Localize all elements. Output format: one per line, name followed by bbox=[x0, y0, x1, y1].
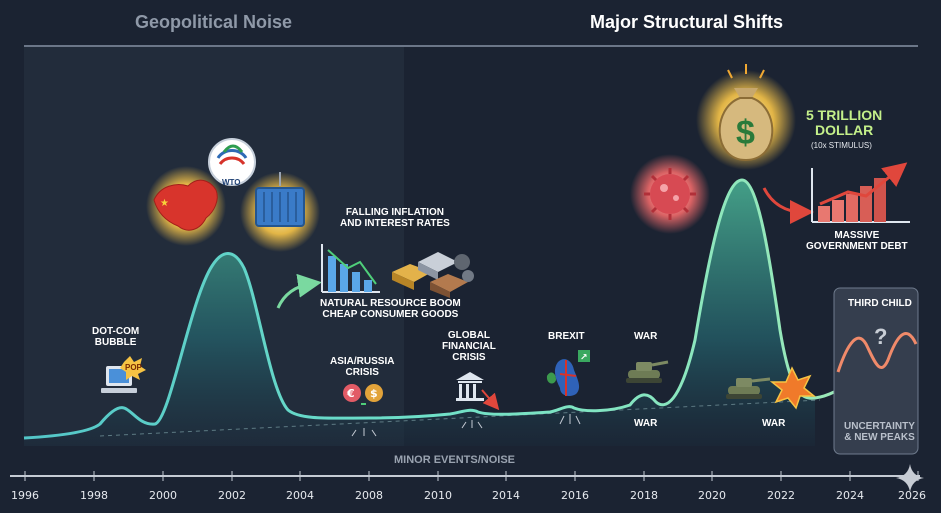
money-bag-icon: $ bbox=[718, 64, 774, 162]
future-curve bbox=[836, 332, 918, 373]
curve-area bbox=[24, 180, 815, 446]
label-falling-inflation: FALLING INFLATION AND INTEREST RATES bbox=[340, 207, 450, 229]
label-asia-russia: ASIA/RUSSIA CRISIS bbox=[330, 356, 395, 378]
shipping-container-icon bbox=[255, 172, 305, 227]
x-axis-tick-marks bbox=[24, 471, 919, 481]
tick-label: 2018 bbox=[630, 489, 658, 502]
svg-text:↗: ↗ bbox=[580, 353, 588, 363]
computer-icon bbox=[101, 356, 146, 393]
tick-label: 1998 bbox=[80, 489, 108, 502]
label-pop: POP bbox=[125, 363, 142, 372]
china-map-icon bbox=[153, 179, 218, 231]
rising-debt-chart-icon bbox=[811, 162, 910, 223]
tick-label: 2026 bbox=[898, 489, 926, 502]
label-minor-events: MINOR EVENTS/NOISE bbox=[394, 454, 516, 466]
label-war-low: WAR bbox=[634, 418, 658, 429]
timeline-curve bbox=[23, 178, 835, 440]
label-uncertainty: UNCERTAINTY & NEW PEAKS bbox=[844, 421, 915, 443]
falling-bar-chart-icon bbox=[321, 244, 380, 293]
tick-label: 2020 bbox=[698, 489, 726, 502]
header-geopolitical-noise: Geopolitical Noise bbox=[135, 12, 293, 32]
growth-arrow bbox=[276, 273, 322, 309]
tick-label: 2004 bbox=[286, 489, 314, 502]
question-mark-icon: ? bbox=[874, 324, 887, 349]
metal-ingots-icon bbox=[392, 252, 474, 298]
svg-text:$: $ bbox=[370, 387, 378, 400]
svg-text:€: € bbox=[346, 387, 355, 400]
tick-label: 2014 bbox=[492, 489, 520, 502]
tick-label: 2008 bbox=[355, 489, 383, 502]
label-natural-resource: NATURAL RESOURCE BOOM CHEAP CONSUMER GOO… bbox=[320, 298, 461, 320]
label-war-top: WAR bbox=[634, 331, 658, 342]
label-wto: WTO bbox=[222, 178, 241, 187]
currency-exchange-icon: € $ bbox=[343, 384, 383, 437]
svg-text:$: $ bbox=[736, 114, 755, 152]
tank-icon bbox=[626, 360, 669, 383]
label-stimulus: (10x STIMULUS) bbox=[811, 141, 872, 150]
label-five-trillion: 5 TRILLION DOLLAR bbox=[806, 107, 883, 138]
tick-label: 1996 bbox=[11, 489, 39, 502]
tick-label: 2000 bbox=[149, 489, 177, 502]
tick-label: 2002 bbox=[218, 489, 246, 502]
third-child-box bbox=[833, 287, 919, 455]
debt-arrow bbox=[762, 187, 814, 224]
noise-baseline bbox=[99, 399, 821, 437]
header-major-structural-shifts: Major Structural Shifts bbox=[590, 12, 784, 32]
virus-icon bbox=[644, 168, 696, 220]
label-third-child: THIRD CHILD bbox=[848, 298, 912, 309]
label-gfc: GLOBAL FINANCIAL CRISIS bbox=[442, 330, 496, 363]
tick-label: 2010 bbox=[424, 489, 452, 502]
uk-map-icon: ↗ bbox=[546, 350, 590, 425]
tick-label: 2024 bbox=[836, 489, 864, 502]
wto-logo-icon bbox=[208, 138, 256, 186]
label-war-2022: WAR bbox=[762, 418, 786, 429]
label-brexit: BREXIT bbox=[548, 331, 585, 342]
tick-label: 2022 bbox=[767, 489, 795, 502]
bank-down-icon bbox=[456, 372, 500, 429]
label-dotcom: DOT-COM BUBBLE bbox=[92, 326, 140, 348]
explosion-icon bbox=[769, 366, 817, 410]
tick-label: 2016 bbox=[561, 489, 589, 502]
label-government-debt: MASSIVE GOVERNMENT DEBT bbox=[806, 230, 908, 252]
svg-text:★: ★ bbox=[160, 198, 169, 209]
sparkle-icon bbox=[896, 464, 924, 492]
tank-icon-2022 bbox=[726, 377, 771, 399]
